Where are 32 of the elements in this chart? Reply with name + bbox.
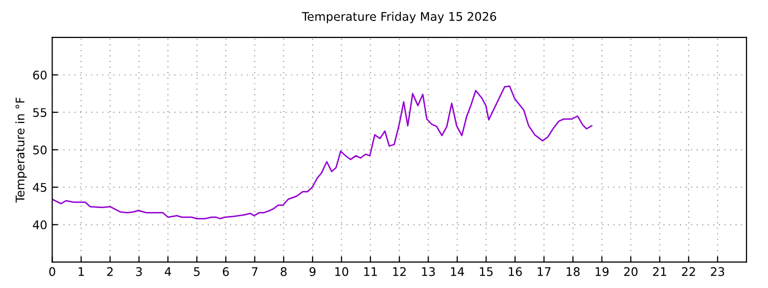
x-tick-label: 6: [222, 267, 229, 276]
x-tick-label: 19: [596, 267, 609, 276]
x-tick-label: 2: [107, 267, 113, 276]
x-tick-label: 8: [280, 267, 287, 276]
y-tick-label: 45: [32, 183, 46, 192]
x-tick-label: 23: [710, 267, 724, 276]
x-tick-label: 4: [164, 267, 172, 276]
x-tick-label: 12: [393, 267, 406, 276]
x-tick-label: 0: [49, 267, 56, 276]
x-tick-label: 15: [480, 267, 493, 276]
x-tick-label: 7: [252, 267, 258, 276]
x-tick-label: 10: [335, 267, 348, 276]
x-tick-label: 13: [422, 267, 435, 276]
x-tick-label: 1: [78, 267, 84, 276]
x-tick-label: 17: [538, 267, 550, 276]
x-tick-label: 14: [451, 267, 464, 276]
chart-title: Temperature Friday May 15 2026: [302, 12, 496, 24]
x-tick-label: 21: [653, 267, 666, 276]
x-tick-label: 9: [310, 267, 316, 276]
y-tick-label: 50: [33, 145, 47, 154]
x-tick-label: 18: [566, 267, 580, 276]
x-tick-label: 11: [364, 267, 377, 276]
y-tick-label: 60: [33, 70, 47, 80]
line-series: [52, 85, 592, 220]
y-tick-label: 55: [33, 108, 46, 117]
x-tick-label: 3: [136, 267, 142, 276]
y-axis-title: Temperature in °F: [15, 98, 27, 203]
x-tick-label: 16: [508, 267, 522, 276]
x-tick-label: 20: [624, 267, 638, 276]
x-tick-label: 5: [194, 267, 200, 276]
x-tick-label: 22: [682, 267, 695, 276]
y-tick-label: 40: [32, 220, 47, 230]
